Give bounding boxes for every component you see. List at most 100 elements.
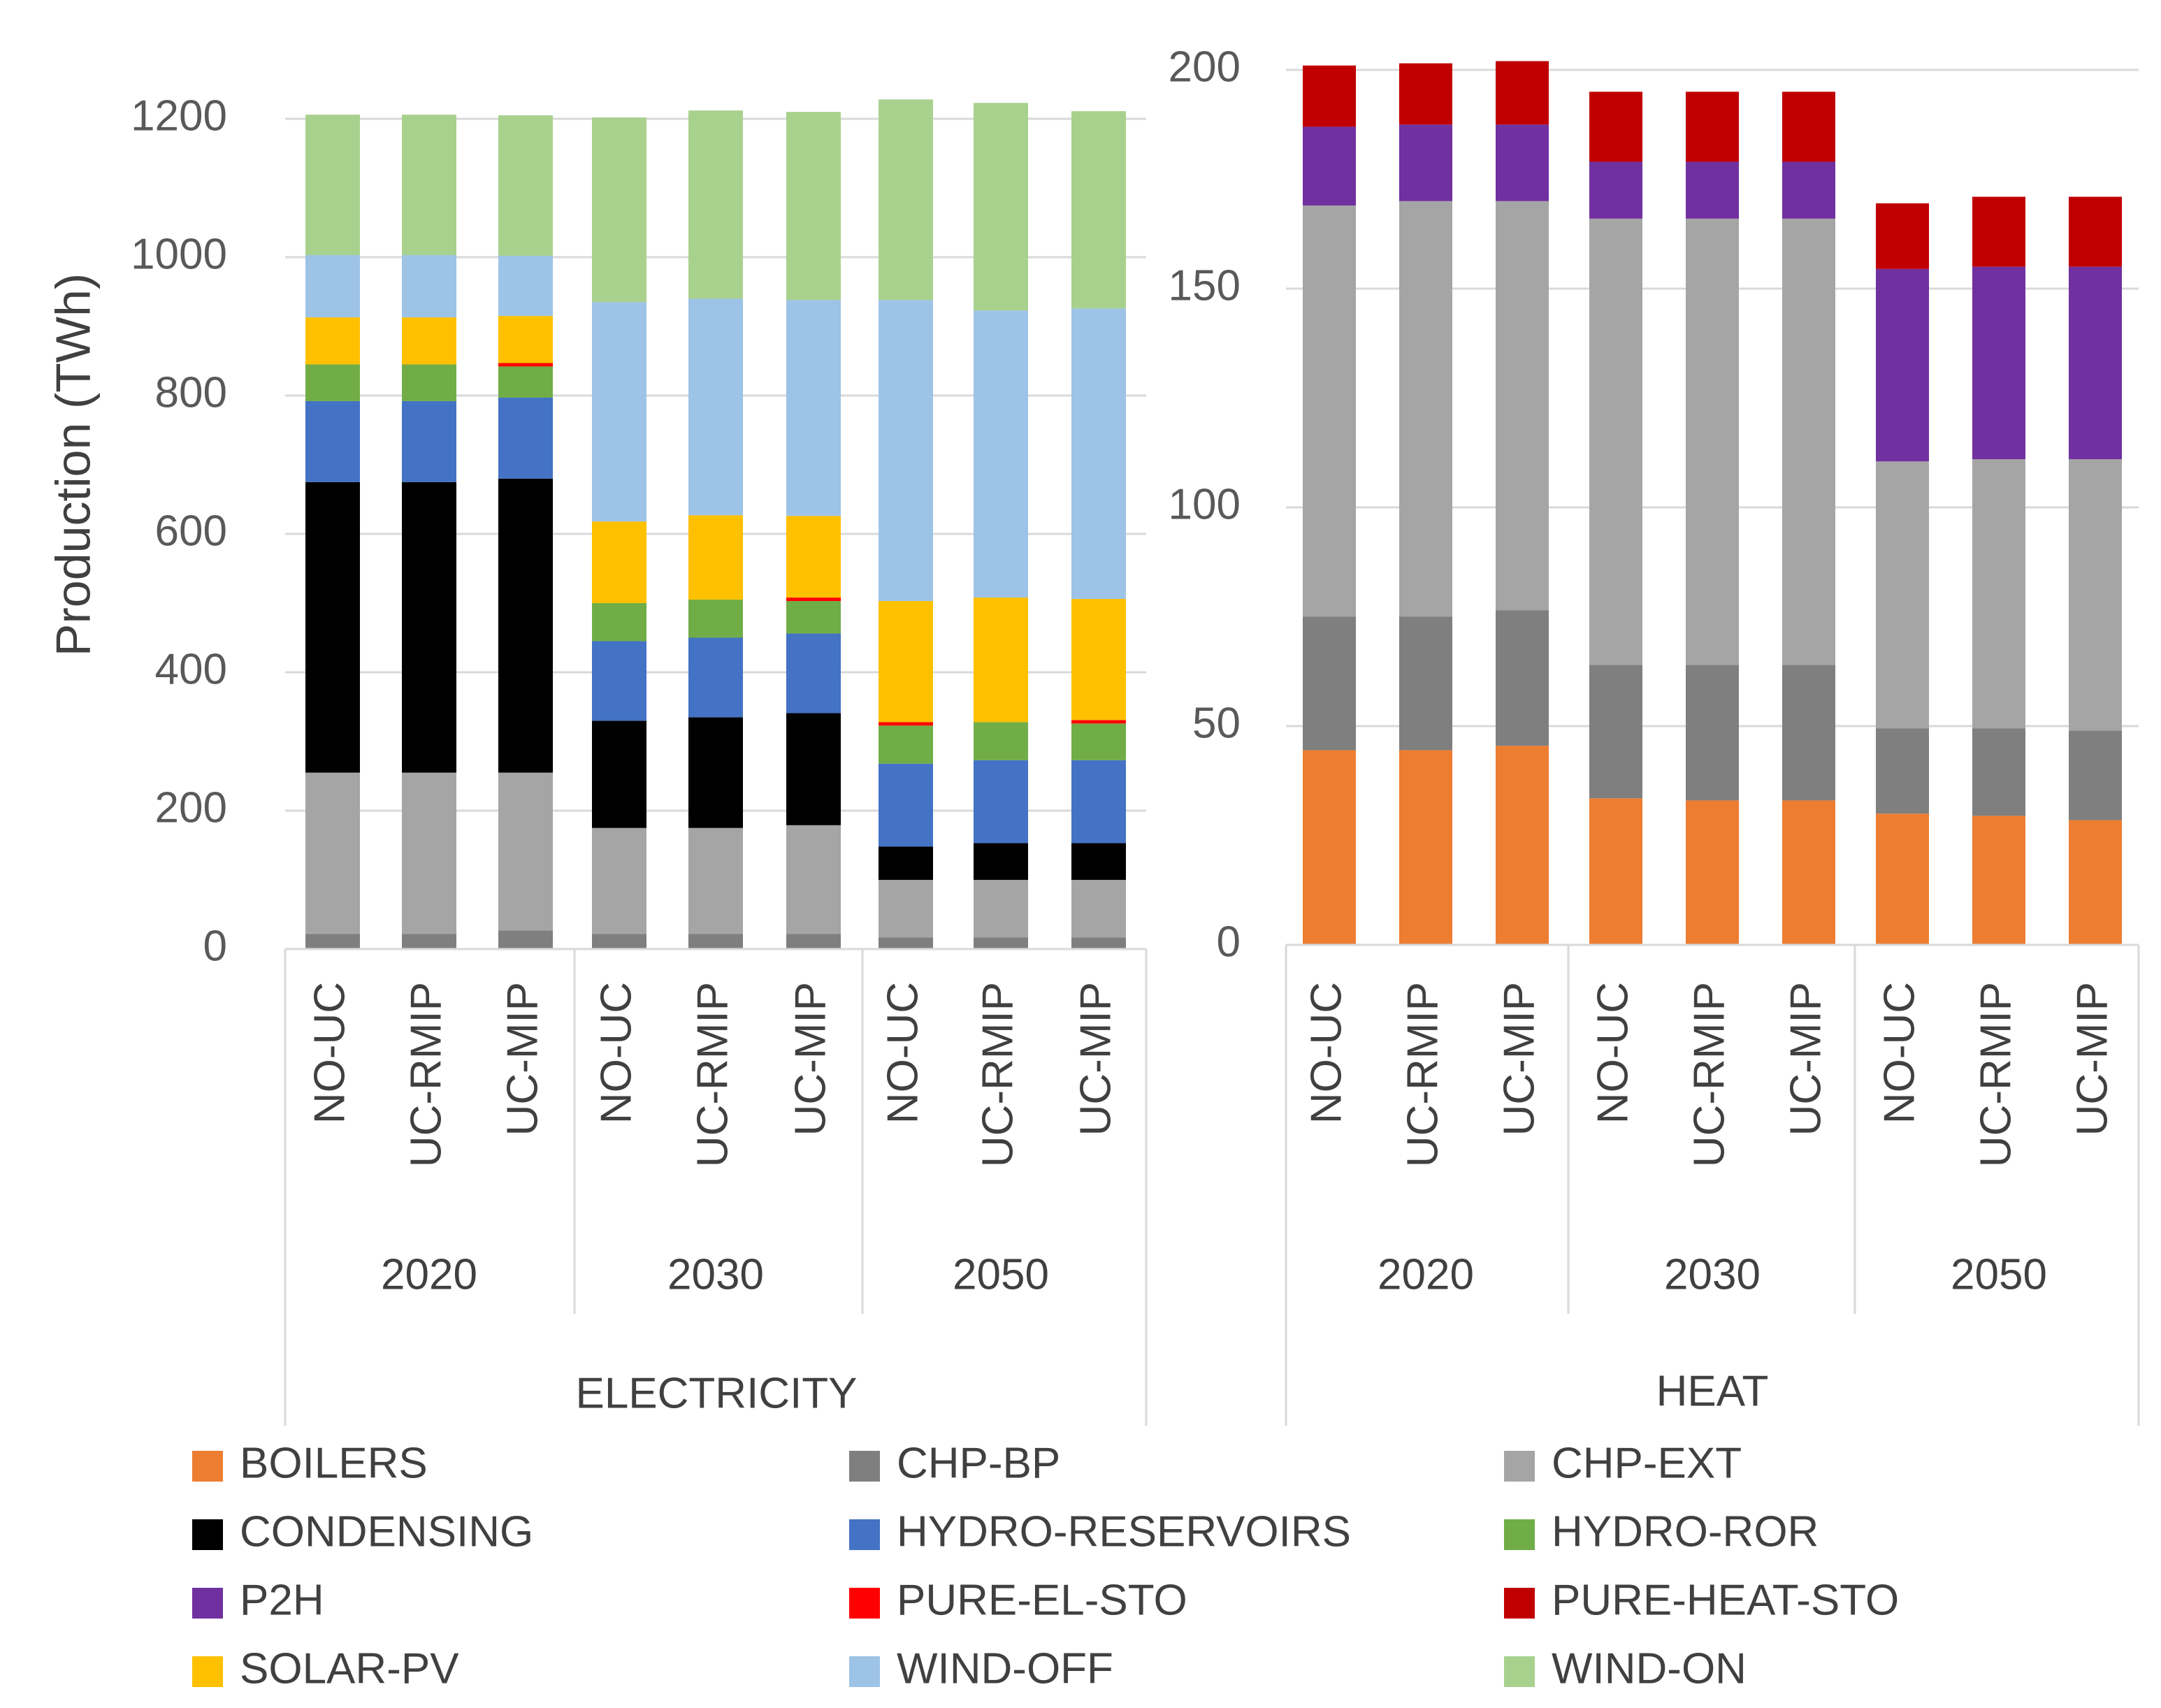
- y-tick-label: 100: [1169, 480, 1241, 528]
- bar-segment-hydro-reservoirs: [879, 763, 933, 847]
- bar-segment-hydro-ror: [786, 601, 841, 634]
- bar-segment-p2h: [1303, 126, 1356, 206]
- bar-segment-hydro-ror: [498, 366, 553, 398]
- bar-segment-p2h: [1686, 161, 1739, 219]
- bar-segment-chp-ext: [305, 772, 360, 934]
- bar-segment-solar-pv: [592, 521, 646, 603]
- bar-segment-wind-on: [688, 110, 743, 299]
- bar-segment-chp-bp: [402, 934, 456, 949]
- bar-segment-chp-ext: [1782, 218, 1835, 665]
- bar-segment-boilers: [1589, 798, 1642, 945]
- bar-segment-p2h: [1782, 161, 1835, 219]
- bar-segment-wind-off: [1071, 308, 1126, 600]
- legend-label-hydro-reservoirs: HYDRO-RESERVOIRS: [897, 1507, 1351, 1556]
- bar-segment-boilers: [1399, 750, 1452, 945]
- x-category-label: NO-UC: [879, 982, 927, 1124]
- bar-segment-chp-bp: [2069, 730, 2122, 820]
- legend-swatch-hydro-ror: [1504, 1519, 1535, 1550]
- x-category-label: NO-UC: [1875, 982, 1923, 1124]
- bar-segment-condensing: [786, 713, 841, 825]
- bar-segment-wind-off: [879, 300, 933, 602]
- bar-segment-p2h: [1496, 124, 1549, 201]
- legend-label-boilers: BOILERS: [240, 1439, 428, 1487]
- x-category-label: NO-UC: [1589, 982, 1637, 1124]
- bar-segment-hydro-reservoirs: [688, 637, 743, 718]
- y-tick-label: 150: [1169, 261, 1241, 310]
- legend-swatch-solar-pv: [192, 1656, 223, 1687]
- legend: BOILERS CHP-BP CHP-EXT CONDENSING HYDRO-RESE…: [192, 1439, 1899, 1693]
- x-category-label: UC-MIP: [498, 982, 547, 1136]
- y-tick-label: 50: [1192, 699, 1241, 747]
- bar-segment-condensing: [305, 482, 360, 773]
- bar-segment-solar-pv: [688, 515, 743, 600]
- bar-segment-wind-off: [498, 256, 553, 317]
- bar-segment-wind-on: [592, 117, 646, 303]
- year-label: 2050: [953, 1250, 1049, 1298]
- bar-segment-boilers: [1686, 800, 1739, 945]
- bar-segment-hydro-reservoirs: [974, 760, 1028, 844]
- bar-segment-hydro-ror: [1071, 723, 1126, 760]
- bar-segment-condensing: [879, 846, 933, 880]
- legend-label-chp-bp: CHP-BP: [897, 1439, 1060, 1487]
- bar-segment-wind-on: [879, 99, 933, 301]
- bar-segment-chp-ext: [1686, 218, 1739, 665]
- y-tick-label: 1200: [131, 92, 227, 140]
- bar-segment-chp-ext: [1972, 459, 2025, 729]
- bar-segment-boilers: [1782, 800, 1835, 945]
- bar-segment-chp-bp: [879, 937, 933, 949]
- bar-segment-condensing: [592, 721, 646, 828]
- bar-segment-boilers: [1303, 750, 1356, 945]
- legend-swatch-boilers: [192, 1451, 223, 1482]
- legend-label-p2h: P2H: [240, 1576, 324, 1624]
- bar-segment-wind-on: [402, 115, 456, 256]
- bar-segment-hydro-ror: [688, 600, 743, 638]
- bar-segment-boilers: [1972, 816, 2025, 945]
- bar-segment-p2h: [1399, 124, 1452, 201]
- x-category-label: NO-UC: [592, 982, 640, 1124]
- legend-label-wind-off: WIND-OFF: [897, 1644, 1113, 1693]
- bar-segment-pure-heat-sto: [1589, 92, 1642, 162]
- bar-segment-wind-off: [592, 302, 646, 522]
- bar-segment-pure-el-sto: [1071, 720, 1126, 724]
- bar-segment-solar-pv: [1071, 599, 1126, 721]
- bar-segment-chp-ext: [592, 827, 646, 934]
- bar-segment-hydro-reservoirs: [498, 397, 553, 479]
- bar-segment-chp-ext: [1071, 880, 1126, 938]
- x-category-label: UC-MIP: [2068, 982, 2116, 1136]
- bar-segment-chp-ext: [1589, 218, 1642, 665]
- x-category-label: UC-RMIP: [402, 982, 450, 1167]
- year-label: 2020: [1378, 1250, 1474, 1298]
- legend-swatch-chp-ext: [1504, 1451, 1535, 1482]
- panel-label-heat: HEAT: [1656, 1367, 1769, 1415]
- bar-segment-solar-pv: [879, 601, 933, 723]
- x-category-label: UC-RMIP: [1972, 982, 2020, 1167]
- y-tick-label: 600: [155, 507, 227, 555]
- bar-segment-hydro-ror: [592, 603, 646, 642]
- bar-segment-solar-pv: [786, 516, 841, 598]
- bar-segment-pure-el-sto: [498, 363, 553, 367]
- bar-segment-boilers: [1496, 746, 1549, 945]
- x-category-label: UC-RMIP: [688, 982, 737, 1167]
- bar-segment-pure-heat-sto: [1496, 61, 1549, 125]
- bar-segment-hydro-reservoirs: [592, 641, 646, 721]
- bar-segment-chp-ext: [974, 880, 1028, 938]
- legend-swatch-pure-el-sto: [849, 1588, 880, 1619]
- bar-segment-wind-on: [305, 115, 360, 256]
- bar-segment-pure-el-sto: [786, 598, 841, 602]
- year-label: 2030: [667, 1250, 764, 1298]
- heat-panel: 0 50 100 150 200 NO-UC UC-RMIP UC-MIP NO-UC UC-RM…: [1169, 43, 2140, 1426]
- bar-segment-chp-bp: [786, 934, 841, 949]
- bar-segment-chp-ext: [1876, 461, 1929, 729]
- bar-segment-chp-ext: [688, 827, 743, 934]
- y-tick-label: 200: [1169, 43, 1241, 91]
- bar-segment-condensing: [1071, 843, 1126, 880]
- legend-swatch-wind-on: [1504, 1656, 1535, 1687]
- bar-segment-chp-ext: [1303, 205, 1356, 617]
- bar-segment-chp-bp: [1972, 728, 2025, 816]
- x-category-label: UC-MIP: [1781, 982, 1830, 1136]
- bar-segment-chp-bp: [1782, 665, 1835, 801]
- legend-label-chp-ext: CHP-EXT: [1552, 1439, 1742, 1487]
- y-tick-label: 0: [1217, 918, 1241, 966]
- year-label: 2050: [1951, 1250, 2047, 1298]
- x-category-label: NO-UC: [305, 982, 354, 1124]
